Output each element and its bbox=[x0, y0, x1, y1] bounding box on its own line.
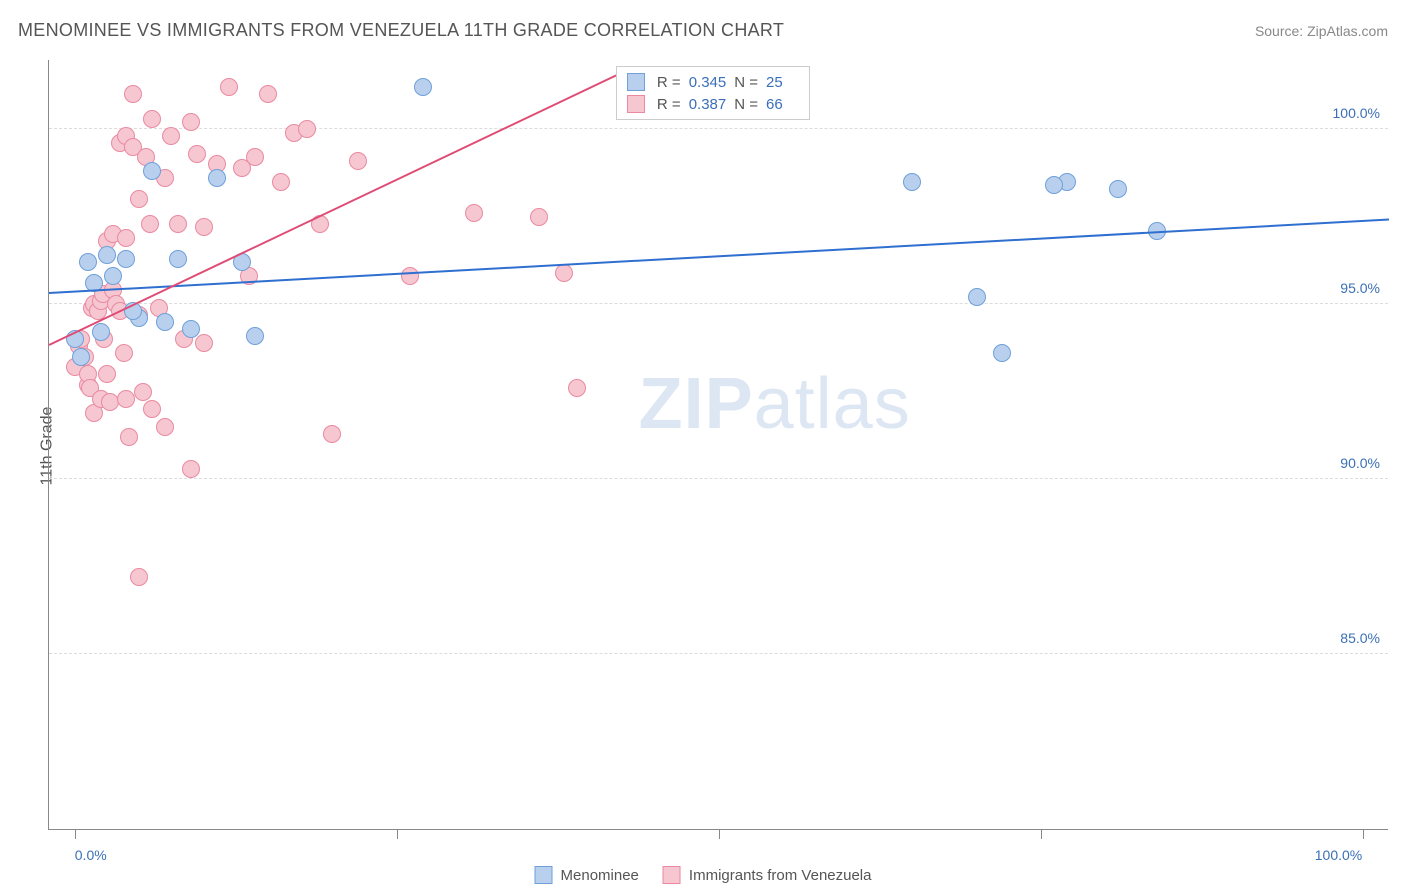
data-point-venezuela bbox=[259, 85, 277, 103]
data-point-venezuela bbox=[195, 218, 213, 236]
data-point-menominee bbox=[414, 78, 432, 96]
gridline bbox=[49, 128, 1388, 129]
data-point-venezuela bbox=[134, 383, 152, 401]
data-point-venezuela bbox=[162, 127, 180, 145]
watermark-light: atlas bbox=[754, 364, 911, 444]
data-point-venezuela bbox=[323, 425, 341, 443]
n-value-menominee: 25 bbox=[766, 74, 783, 91]
gridline bbox=[49, 478, 1388, 479]
y-tick-label: 85.0% bbox=[1340, 630, 1380, 646]
legend-swatch-menominee bbox=[535, 866, 553, 884]
data-point-menominee bbox=[182, 320, 200, 338]
r-label-venezuela: R = bbox=[657, 96, 681, 113]
gridline bbox=[49, 303, 1388, 304]
data-point-venezuela bbox=[143, 110, 161, 128]
r-label-menominee: R = bbox=[657, 74, 681, 91]
data-point-venezuela bbox=[188, 145, 206, 163]
data-point-menominee bbox=[117, 250, 135, 268]
correlation-legend: R = 0.345 N = 25 R = 0.387 N = 66 bbox=[616, 66, 810, 120]
data-point-venezuela bbox=[98, 365, 116, 383]
r-value-menominee: 0.345 bbox=[689, 74, 727, 91]
y-tick-label: 90.0% bbox=[1340, 455, 1380, 471]
bottom-legend: Menominee Immigrants from Venezuela bbox=[535, 866, 872, 884]
data-point-venezuela bbox=[115, 344, 133, 362]
data-point-venezuela bbox=[130, 568, 148, 586]
data-point-menominee bbox=[169, 250, 187, 268]
y-tick-label: 100.0% bbox=[1333, 105, 1380, 121]
data-point-venezuela bbox=[101, 393, 119, 411]
data-point-venezuela bbox=[298, 120, 316, 138]
data-point-menominee bbox=[72, 348, 90, 366]
legend-swatch-menominee bbox=[627, 73, 645, 91]
data-point-menominee bbox=[92, 323, 110, 341]
title-bar: MENOMINEE VS IMMIGRANTS FROM VENEZUELA 1… bbox=[18, 20, 1388, 41]
legend-label-menominee: Menominee bbox=[561, 867, 639, 884]
x-tick-mark bbox=[397, 829, 398, 839]
data-point-menominee bbox=[993, 344, 1011, 362]
data-point-menominee bbox=[1045, 176, 1063, 194]
data-point-venezuela bbox=[568, 379, 586, 397]
data-point-venezuela bbox=[182, 113, 200, 131]
data-point-menominee bbox=[143, 162, 161, 180]
data-point-menominee bbox=[98, 246, 116, 264]
data-point-menominee bbox=[208, 169, 226, 187]
x-tick-mark bbox=[1363, 829, 1364, 839]
data-point-menominee bbox=[156, 313, 174, 331]
data-point-venezuela bbox=[272, 173, 290, 191]
data-point-venezuela bbox=[117, 390, 135, 408]
data-point-venezuela bbox=[220, 78, 238, 96]
x-tick-label: 100.0% bbox=[1315, 847, 1362, 863]
n-value-venezuela: 66 bbox=[766, 96, 783, 113]
data-point-venezuela bbox=[117, 229, 135, 247]
x-tick-mark bbox=[75, 829, 76, 839]
legend-item-venezuela: Immigrants from Venezuela bbox=[663, 866, 872, 884]
legend-swatch-venezuela bbox=[663, 866, 681, 884]
data-point-venezuela bbox=[130, 190, 148, 208]
data-point-menominee bbox=[104, 267, 122, 285]
n-label-menominee: N = bbox=[734, 74, 758, 91]
data-point-menominee bbox=[968, 288, 986, 306]
data-point-venezuela bbox=[530, 208, 548, 226]
data-point-venezuela bbox=[124, 85, 142, 103]
gridline bbox=[49, 653, 1388, 654]
y-tick-label: 95.0% bbox=[1340, 280, 1380, 296]
data-point-venezuela bbox=[555, 264, 573, 282]
regression-line-menominee bbox=[49, 218, 1389, 293]
n-label-venezuela: N = bbox=[734, 96, 758, 113]
data-point-venezuela bbox=[401, 267, 419, 285]
data-point-menominee bbox=[1109, 180, 1127, 198]
data-point-venezuela bbox=[182, 460, 200, 478]
source-label: Source: ZipAtlas.com bbox=[1255, 23, 1388, 39]
data-point-venezuela bbox=[246, 148, 264, 166]
chart-container: MENOMINEE VS IMMIGRANTS FROM VENEZUELA 1… bbox=[0, 0, 1406, 892]
chart-title: MENOMINEE VS IMMIGRANTS FROM VENEZUELA 1… bbox=[18, 20, 784, 41]
legend-label-venezuela: Immigrants from Venezuela bbox=[689, 867, 872, 884]
x-tick-mark bbox=[1041, 829, 1042, 839]
watermark-bold: ZIP bbox=[639, 364, 754, 444]
x-tick-mark bbox=[719, 829, 720, 839]
data-point-venezuela bbox=[143, 400, 161, 418]
legend-item-menominee: Menominee bbox=[535, 866, 639, 884]
data-point-venezuela bbox=[465, 204, 483, 222]
plot-area: ZIPatlas 100.0%95.0%90.0%85.0%0.0%100.0%… bbox=[48, 60, 1388, 830]
x-tick-label: 0.0% bbox=[75, 847, 107, 863]
data-point-menominee bbox=[246, 327, 264, 345]
data-point-venezuela bbox=[195, 334, 213, 352]
data-point-venezuela bbox=[141, 215, 159, 233]
watermark: ZIPatlas bbox=[639, 363, 911, 445]
data-point-venezuela bbox=[120, 428, 138, 446]
legend-swatch-venezuela bbox=[627, 95, 645, 113]
data-point-menominee bbox=[79, 253, 97, 271]
data-point-venezuela bbox=[349, 152, 367, 170]
data-point-menominee bbox=[903, 173, 921, 191]
data-point-venezuela bbox=[169, 215, 187, 233]
r-value-venezuela: 0.387 bbox=[689, 96, 727, 113]
data-point-venezuela bbox=[156, 418, 174, 436]
